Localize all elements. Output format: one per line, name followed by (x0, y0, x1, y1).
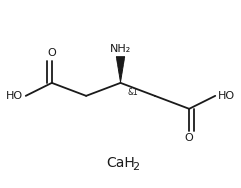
Text: O: O (185, 133, 194, 143)
Polygon shape (116, 57, 125, 83)
Text: HO: HO (6, 91, 23, 101)
Text: CaH: CaH (106, 155, 135, 170)
Text: &1: &1 (127, 88, 138, 96)
Text: 2: 2 (132, 162, 140, 172)
Text: NH₂: NH₂ (110, 44, 131, 54)
Text: O: O (47, 49, 56, 58)
Text: HO: HO (218, 91, 235, 101)
